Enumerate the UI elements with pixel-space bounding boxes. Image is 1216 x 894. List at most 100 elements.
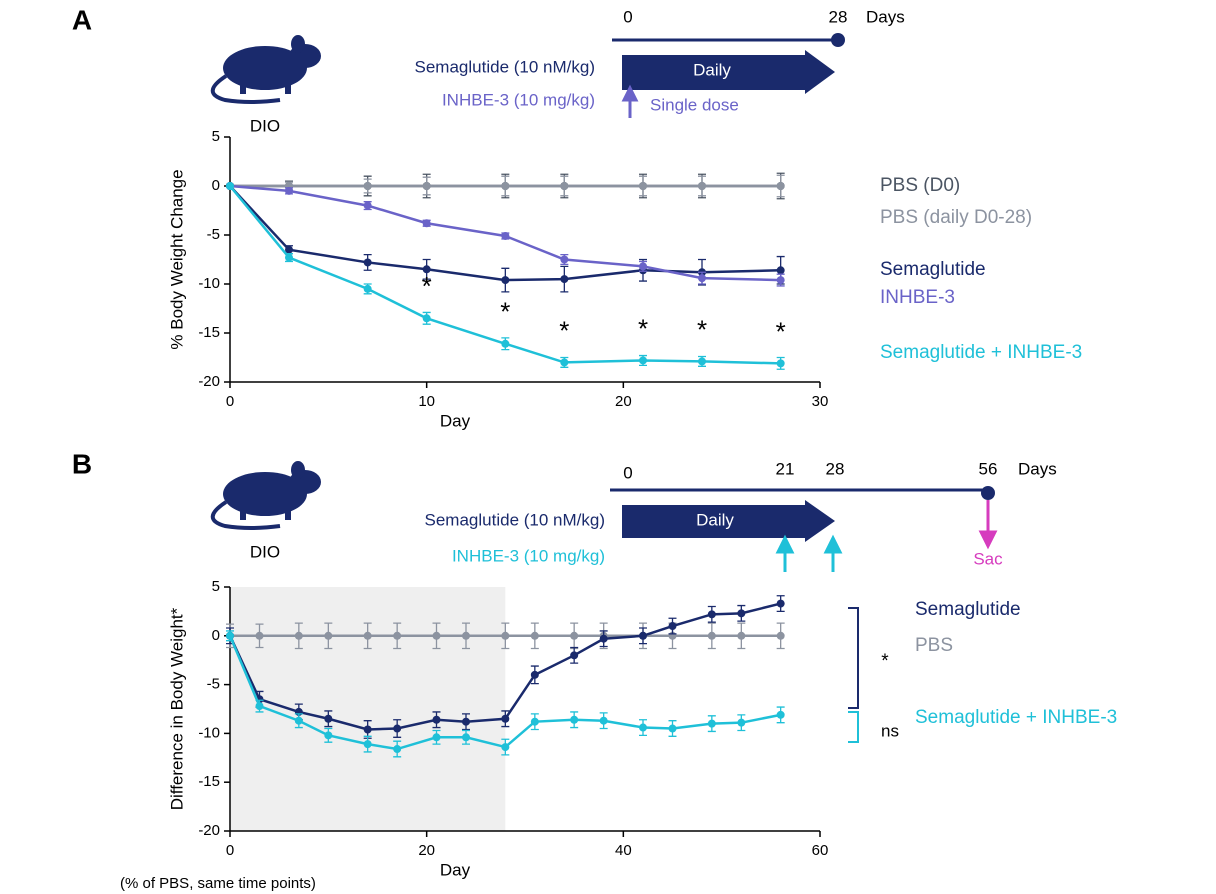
y-tick-label: 5 bbox=[212, 578, 220, 595]
significance-mark: * bbox=[776, 316, 786, 346]
data-point bbox=[639, 356, 647, 364]
data-point bbox=[501, 743, 509, 751]
mouse-icon bbox=[213, 35, 321, 102]
y-tick-label: 0 bbox=[212, 177, 220, 194]
data-point bbox=[462, 718, 470, 726]
significance-mark: * bbox=[500, 297, 510, 327]
data-point bbox=[364, 285, 372, 293]
y-tick-label: -20 bbox=[198, 373, 220, 390]
dose-label: Single dose bbox=[650, 95, 739, 114]
arrow-label: Daily bbox=[693, 60, 731, 79]
data-point bbox=[226, 632, 234, 640]
data-point bbox=[777, 266, 785, 274]
y-tick-label: -10 bbox=[198, 724, 220, 741]
dose-arrow bbox=[778, 538, 792, 572]
data-point bbox=[560, 358, 568, 366]
arrow-label: Daily bbox=[696, 510, 734, 529]
data-point bbox=[423, 219, 431, 227]
data-point bbox=[364, 632, 372, 640]
x-axis-label: Day bbox=[440, 860, 471, 879]
data-point bbox=[531, 671, 539, 679]
data-point bbox=[501, 276, 509, 284]
legend-entry: Semaglutide bbox=[880, 259, 986, 280]
y-tick-label: -15 bbox=[198, 773, 220, 790]
data-point bbox=[256, 702, 264, 710]
legend-entry: Semaglutide bbox=[915, 599, 1021, 620]
y-tick-label: -5 bbox=[207, 676, 220, 693]
timeline-end bbox=[981, 486, 995, 500]
x-tick-label: 20 bbox=[418, 842, 435, 859]
panel-label: A bbox=[72, 4, 92, 35]
dose-arrow bbox=[826, 538, 840, 572]
data-point bbox=[639, 262, 647, 270]
data-point bbox=[560, 256, 568, 264]
data-point bbox=[698, 182, 706, 190]
treatment-label: Semaglutide (10 nM/kg) bbox=[425, 510, 605, 529]
legend-entry: INHBE-3 bbox=[880, 287, 955, 308]
bracket bbox=[848, 712, 858, 742]
data-point bbox=[324, 632, 332, 640]
y-tick-label: -20 bbox=[198, 822, 220, 839]
data-point bbox=[708, 720, 716, 728]
x-tick-label: 20 bbox=[615, 393, 632, 410]
treatment-label: Semaglutide (10 nM/kg) bbox=[415, 57, 595, 76]
y-tick-label: 0 bbox=[212, 627, 220, 644]
data-point bbox=[708, 610, 716, 618]
data-point bbox=[364, 202, 372, 210]
legend-entry: Semaglutide + INHBE-3 bbox=[915, 707, 1117, 728]
y-tick-label: 5 bbox=[212, 128, 220, 145]
data-point bbox=[393, 632, 401, 640]
data-point bbox=[560, 275, 568, 283]
data-point bbox=[698, 357, 706, 365]
data-point bbox=[393, 745, 401, 753]
timeline-unit: Days bbox=[866, 7, 905, 26]
data-point bbox=[737, 632, 745, 640]
data-point bbox=[364, 182, 372, 190]
figure: A DIO Semaglutide (10 nM/kg) INHBE-3 (10… bbox=[0, 0, 1216, 894]
data-point bbox=[501, 715, 509, 723]
panel-label: B bbox=[72, 448, 92, 479]
legend-entry: PBS (daily D0-28) bbox=[880, 207, 1032, 228]
x-tick-label: 30 bbox=[812, 393, 829, 410]
x-tick-label: 0 bbox=[226, 842, 234, 859]
data-point bbox=[295, 632, 303, 640]
data-point bbox=[423, 314, 431, 322]
data-point bbox=[462, 632, 470, 640]
sac-label: Sac bbox=[973, 549, 1003, 568]
data-point bbox=[501, 182, 509, 190]
data-point bbox=[364, 725, 372, 733]
timeline-label: 0 bbox=[623, 463, 632, 482]
legend-entry: PBS bbox=[915, 635, 953, 656]
footnote: (% of PBS, same time points) bbox=[120, 875, 316, 892]
sac-arrow bbox=[981, 500, 995, 546]
timeline-label: 56 bbox=[979, 459, 998, 478]
data-point bbox=[777, 182, 785, 190]
dose-arrow bbox=[624, 88, 636, 118]
data-point bbox=[570, 716, 578, 724]
data-point bbox=[708, 632, 716, 640]
data-point bbox=[433, 632, 441, 640]
legend-entry: PBS (D0) bbox=[880, 175, 960, 196]
x-tick-label: 10 bbox=[418, 393, 435, 410]
data-point bbox=[669, 622, 677, 630]
data-point bbox=[364, 258, 372, 266]
data-point bbox=[570, 632, 578, 640]
significance-mark: * bbox=[559, 315, 569, 345]
data-point bbox=[393, 725, 401, 733]
mouse-icon bbox=[213, 461, 321, 528]
x-tick-label: 40 bbox=[615, 842, 632, 859]
data-point bbox=[433, 733, 441, 741]
y-tick-label: -10 bbox=[198, 275, 220, 292]
legend-entry: Semaglutide + INHBE-3 bbox=[880, 342, 1082, 363]
data-point bbox=[600, 717, 608, 725]
data-point bbox=[295, 717, 303, 725]
data-point bbox=[600, 635, 608, 643]
data-point bbox=[433, 716, 441, 724]
timeline-label: 0 bbox=[623, 7, 632, 26]
model-label: DIO bbox=[250, 542, 280, 561]
data-point bbox=[531, 718, 539, 726]
x-tick-label: 60 bbox=[812, 842, 829, 859]
y-tick-label: -15 bbox=[198, 324, 220, 341]
data-point bbox=[324, 731, 332, 739]
data-point bbox=[669, 725, 677, 733]
